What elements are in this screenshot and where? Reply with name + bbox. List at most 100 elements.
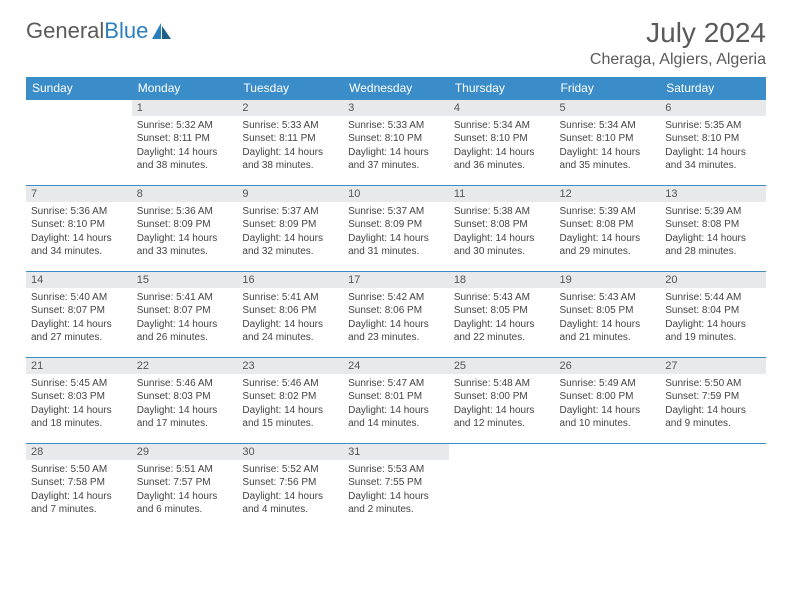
day-number: 16 xyxy=(237,272,343,288)
sunrise-line: Sunrise: 5:42 AM xyxy=(348,291,444,305)
day-number: 24 xyxy=(343,358,449,374)
sunset-line: Sunset: 8:10 PM xyxy=(665,132,761,146)
calendar-cell: 21Sunrise: 5:45 AMSunset: 8:03 PMDayligh… xyxy=(26,357,132,443)
sunrise-line: Sunrise: 5:43 AM xyxy=(454,291,550,305)
daylight-line: Daylight: 14 hours and 28 minutes. xyxy=(665,232,761,259)
sunset-line: Sunset: 8:05 PM xyxy=(454,304,550,318)
cell-body: Sunrise: 5:47 AMSunset: 8:01 PMDaylight:… xyxy=(343,374,449,436)
calendar-cell: 18Sunrise: 5:43 AMSunset: 8:05 PMDayligh… xyxy=(449,271,555,357)
calendar-week-row: 7Sunrise: 5:36 AMSunset: 8:10 PMDaylight… xyxy=(26,185,766,271)
day-number: 5 xyxy=(555,100,661,116)
cell-body: Sunrise: 5:42 AMSunset: 8:06 PMDaylight:… xyxy=(343,288,449,350)
calendar-cell: 28Sunrise: 5:50 AMSunset: 7:58 PMDayligh… xyxy=(26,443,132,529)
cell-body: Sunrise: 5:36 AMSunset: 8:09 PMDaylight:… xyxy=(132,202,238,264)
daylight-line: Daylight: 14 hours and 26 minutes. xyxy=(137,318,233,345)
sunset-line: Sunset: 8:09 PM xyxy=(348,218,444,232)
calendar-cell: 19Sunrise: 5:43 AMSunset: 8:05 PMDayligh… xyxy=(555,271,661,357)
daylight-line: Daylight: 14 hours and 36 minutes. xyxy=(454,146,550,173)
day-number: 13 xyxy=(660,186,766,202)
day-number: 31 xyxy=(343,444,449,460)
daylight-line: Daylight: 14 hours and 37 minutes. xyxy=(348,146,444,173)
cell-body: Sunrise: 5:33 AMSunset: 8:11 PMDaylight:… xyxy=(237,116,343,178)
calendar-cell: 10Sunrise: 5:37 AMSunset: 8:09 PMDayligh… xyxy=(343,185,449,271)
day-number: 8 xyxy=(132,186,238,202)
sunset-line: Sunset: 8:10 PM xyxy=(348,132,444,146)
calendar-cell: 16Sunrise: 5:41 AMSunset: 8:06 PMDayligh… xyxy=(237,271,343,357)
cell-body: Sunrise: 5:34 AMSunset: 8:10 PMDaylight:… xyxy=(449,116,555,178)
sunrise-line: Sunrise: 5:35 AM xyxy=(665,119,761,133)
daylight-line: Daylight: 14 hours and 38 minutes. xyxy=(242,146,338,173)
day-number: 11 xyxy=(449,186,555,202)
cell-body: Sunrise: 5:34 AMSunset: 8:10 PMDaylight:… xyxy=(555,116,661,178)
daylight-line: Daylight: 14 hours and 30 minutes. xyxy=(454,232,550,259)
sunset-line: Sunset: 7:58 PM xyxy=(31,476,127,490)
sunset-line: Sunset: 8:11 PM xyxy=(242,132,338,146)
calendar-cell: 17Sunrise: 5:42 AMSunset: 8:06 PMDayligh… xyxy=(343,271,449,357)
daylight-line: Daylight: 14 hours and 27 minutes. xyxy=(31,318,127,345)
cell-body: Sunrise: 5:48 AMSunset: 8:00 PMDaylight:… xyxy=(449,374,555,436)
cell-body: Sunrise: 5:52 AMSunset: 7:56 PMDaylight:… xyxy=(237,460,343,522)
sunset-line: Sunset: 8:08 PM xyxy=(560,218,656,232)
sunset-line: Sunset: 8:03 PM xyxy=(137,390,233,404)
sunrise-line: Sunrise: 5:34 AM xyxy=(560,119,656,133)
sunset-line: Sunset: 8:02 PM xyxy=(242,390,338,404)
calendar-cell: 2Sunrise: 5:33 AMSunset: 8:11 PMDaylight… xyxy=(237,99,343,185)
daylight-line: Daylight: 14 hours and 24 minutes. xyxy=(242,318,338,345)
sunrise-line: Sunrise: 5:47 AM xyxy=(348,377,444,391)
sunrise-line: Sunrise: 5:45 AM xyxy=(31,377,127,391)
calendar-cell: 20Sunrise: 5:44 AMSunset: 8:04 PMDayligh… xyxy=(660,271,766,357)
weekday-header: Thursday xyxy=(449,77,555,100)
day-number: 27 xyxy=(660,358,766,374)
day-number: 19 xyxy=(555,272,661,288)
day-number: 17 xyxy=(343,272,449,288)
sunset-line: Sunset: 7:55 PM xyxy=(348,476,444,490)
day-number: 9 xyxy=(237,186,343,202)
day-number: 22 xyxy=(132,358,238,374)
sunset-line: Sunset: 8:04 PM xyxy=(665,304,761,318)
calendar-cell: 15Sunrise: 5:41 AMSunset: 8:07 PMDayligh… xyxy=(132,271,238,357)
daylight-line: Daylight: 14 hours and 38 minutes. xyxy=(137,146,233,173)
day-number: 4 xyxy=(449,100,555,116)
calendar-week-row: 21Sunrise: 5:45 AMSunset: 8:03 PMDayligh… xyxy=(26,357,766,443)
calendar-week-row: 28Sunrise: 5:50 AMSunset: 7:58 PMDayligh… xyxy=(26,443,766,529)
cell-body: Sunrise: 5:36 AMSunset: 8:10 PMDaylight:… xyxy=(26,202,132,264)
calendar-cell: 27Sunrise: 5:50 AMSunset: 7:59 PMDayligh… xyxy=(660,357,766,443)
calendar-cell: 8Sunrise: 5:36 AMSunset: 8:09 PMDaylight… xyxy=(132,185,238,271)
sunset-line: Sunset: 8:06 PM xyxy=(242,304,338,318)
sunset-line: Sunset: 7:57 PM xyxy=(137,476,233,490)
logo: GeneralBlue xyxy=(26,18,173,44)
calendar-week-row: 1Sunrise: 5:32 AMSunset: 8:11 PMDaylight… xyxy=(26,99,766,185)
calendar-cell: 29Sunrise: 5:51 AMSunset: 7:57 PMDayligh… xyxy=(132,443,238,529)
daylight-line: Daylight: 14 hours and 34 minutes. xyxy=(31,232,127,259)
cell-body: Sunrise: 5:44 AMSunset: 8:04 PMDaylight:… xyxy=(660,288,766,350)
sunset-line: Sunset: 8:00 PM xyxy=(560,390,656,404)
sunset-line: Sunset: 8:09 PM xyxy=(137,218,233,232)
cell-body: Sunrise: 5:50 AMSunset: 7:58 PMDaylight:… xyxy=(26,460,132,522)
day-number: 14 xyxy=(26,272,132,288)
daylight-line: Daylight: 14 hours and 17 minutes. xyxy=(137,404,233,431)
sunrise-line: Sunrise: 5:39 AM xyxy=(665,205,761,219)
cell-body: Sunrise: 5:50 AMSunset: 7:59 PMDaylight:… xyxy=(660,374,766,436)
sunrise-line: Sunrise: 5:48 AM xyxy=(454,377,550,391)
weekday-header: Tuesday xyxy=(237,77,343,100)
calendar-week-row: 14Sunrise: 5:40 AMSunset: 8:07 PMDayligh… xyxy=(26,271,766,357)
day-number: 3 xyxy=(343,100,449,116)
day-number: 21 xyxy=(26,358,132,374)
page-header: GeneralBlue July 2024 Cheraga, Algiers, … xyxy=(26,18,766,69)
sunrise-line: Sunrise: 5:51 AM xyxy=(137,463,233,477)
daylight-line: Daylight: 14 hours and 9 minutes. xyxy=(665,404,761,431)
cell-body: Sunrise: 5:46 AMSunset: 8:02 PMDaylight:… xyxy=(237,374,343,436)
cell-body: Sunrise: 5:43 AMSunset: 8:05 PMDaylight:… xyxy=(555,288,661,350)
cell-body: Sunrise: 5:40 AMSunset: 8:07 PMDaylight:… xyxy=(26,288,132,350)
daylight-line: Daylight: 14 hours and 15 minutes. xyxy=(242,404,338,431)
sunset-line: Sunset: 8:09 PM xyxy=(242,218,338,232)
daylight-line: Daylight: 14 hours and 2 minutes. xyxy=(348,490,444,517)
cell-body: Sunrise: 5:43 AMSunset: 8:05 PMDaylight:… xyxy=(449,288,555,350)
sunset-line: Sunset: 8:10 PM xyxy=(31,218,127,232)
sunrise-line: Sunrise: 5:46 AM xyxy=(242,377,338,391)
calendar-cell: 11Sunrise: 5:38 AMSunset: 8:08 PMDayligh… xyxy=(449,185,555,271)
calendar-cell: 14Sunrise: 5:40 AMSunset: 8:07 PMDayligh… xyxy=(26,271,132,357)
weekday-header: Saturday xyxy=(660,77,766,100)
sunrise-line: Sunrise: 5:33 AM xyxy=(348,119,444,133)
sunset-line: Sunset: 7:56 PM xyxy=(242,476,338,490)
